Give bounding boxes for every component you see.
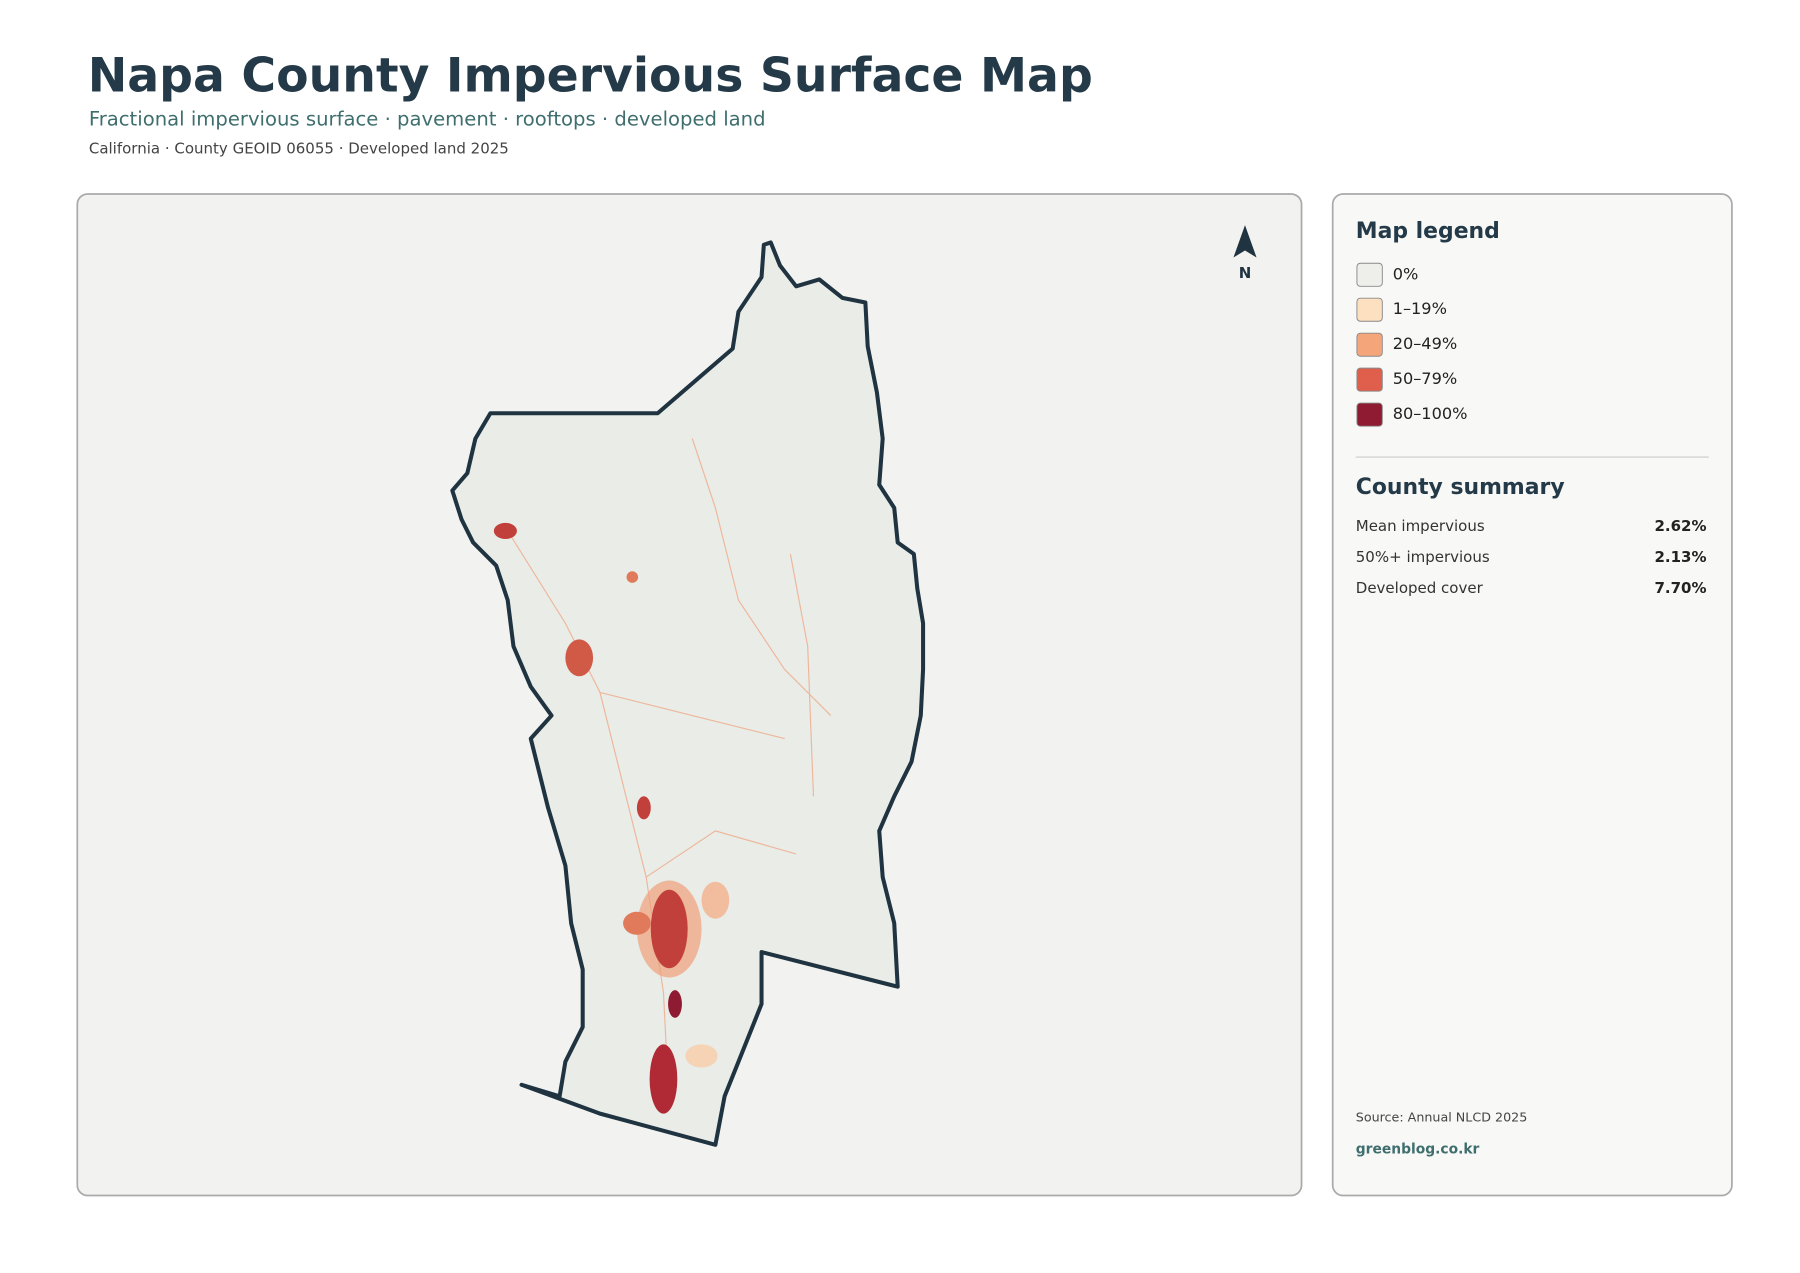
- summary-value: 2.62%: [1654, 517, 1706, 535]
- summary-value: 2.13%: [1654, 548, 1706, 566]
- summary: Mean impervious 2.62% 50%+ impervious 2.13%…: [1356, 517, 1707, 597]
- legend-swatch: [1356, 367, 1383, 392]
- road-network: [507, 438, 832, 1108]
- legend-label: 0%: [1393, 264, 1419, 283]
- summary-value: 7.70%: [1654, 579, 1706, 597]
- subtitle: Fractional impervious surface · pavement…: [89, 108, 766, 131]
- site: greenblog.co.kr: [1356, 1141, 1480, 1157]
- legend: 0% 1–19% 20–49% 50–79% 80–100%: [1356, 262, 1468, 427]
- summary-title: County summary: [1356, 475, 1565, 500]
- legend-label: 1–19%: [1393, 299, 1447, 318]
- legend-swatch: [1356, 262, 1383, 287]
- north-label: N: [1239, 264, 1252, 282]
- summary-label: 50%+ impervious: [1356, 548, 1490, 566]
- summary-label: Developed cover: [1356, 579, 1484, 597]
- legend-swatch: [1356, 402, 1383, 427]
- legend-label: 50–79%: [1393, 369, 1457, 388]
- legend-label: 20–49%: [1393, 334, 1457, 353]
- urban-areas: [493, 522, 730, 1114]
- legend-title: Map legend: [1356, 219, 1500, 244]
- side-panel: [1331, 193, 1733, 1197]
- north-arrow: [1233, 225, 1257, 258]
- source: Source: Annual NLCD 2025: [1356, 1110, 1528, 1125]
- legend-swatch: [1356, 297, 1383, 322]
- meta: California · County GEOID 06055 · Develo…: [89, 140, 509, 158]
- legend-swatch: [1356, 332, 1383, 357]
- county-map: N: [450, 225, 1257, 1147]
- title: Napa County Impervious Surface Map: [88, 49, 1093, 104]
- legend-label: 80–100%: [1393, 404, 1468, 423]
- summary-label: Mean impervious: [1356, 517, 1485, 535]
- county-outline: [450, 240, 926, 1147]
